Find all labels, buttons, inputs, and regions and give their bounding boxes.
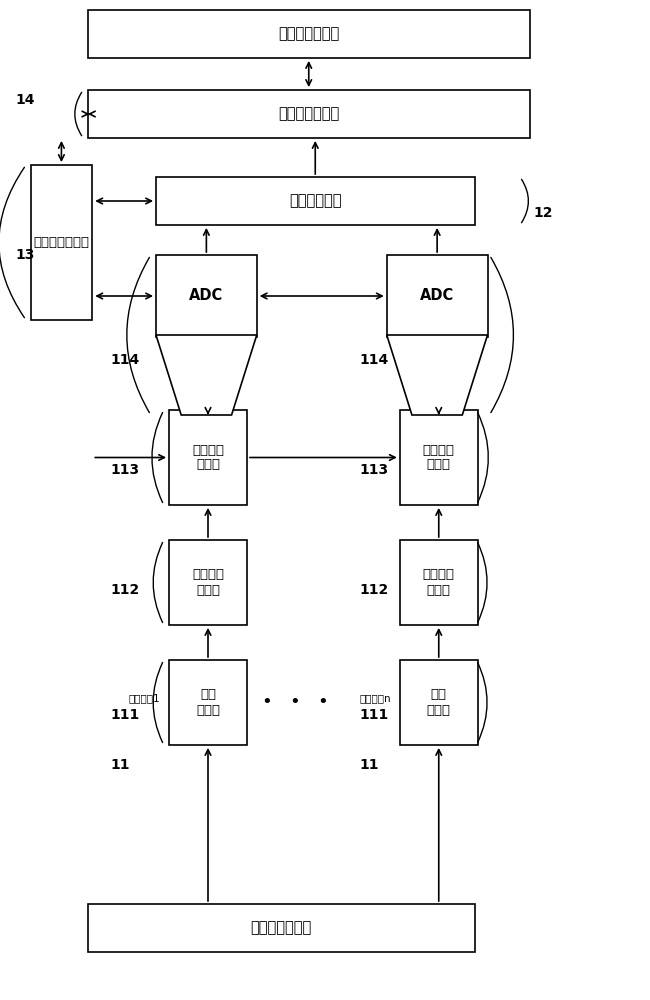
Text: 并行处理控制器: 并行处理控制器 (278, 26, 339, 41)
Polygon shape (156, 335, 257, 415)
Bar (400, 660, 478, 745)
Text: 111: 111 (111, 708, 140, 722)
Bar (156, 177, 474, 225)
Text: 114: 114 (359, 353, 389, 367)
Text: 11: 11 (359, 758, 379, 772)
Bar (387, 255, 488, 337)
Bar (169, 540, 247, 625)
Bar (400, 410, 478, 505)
Text: 114: 114 (111, 353, 140, 367)
Text: 程控增益
放大器: 程控增益 放大器 (192, 444, 224, 472)
Text: 12: 12 (533, 206, 552, 220)
Bar (31, 165, 92, 320)
Text: ADC: ADC (420, 288, 454, 303)
Text: 有源带通
滤波器: 有源带通 滤波器 (192, 568, 224, 596)
Bar (169, 410, 247, 505)
Text: 数据采集控制器: 数据采集控制器 (33, 236, 90, 249)
Text: 数据缓冲儲器: 数据缓冲儲器 (289, 194, 341, 209)
Text: 113: 113 (359, 463, 389, 477)
Text: 13: 13 (15, 248, 34, 262)
Bar (400, 540, 478, 625)
Text: 前置
放大器: 前置 放大器 (427, 688, 450, 716)
Text: 112: 112 (359, 583, 389, 597)
Bar (88, 10, 530, 58)
Text: •   •   •: • • • (263, 693, 329, 711)
Text: ADC: ADC (189, 288, 224, 303)
Text: 111: 111 (359, 708, 389, 722)
Bar (88, 90, 530, 138)
Text: 接收传感器阵列: 接收传感器阵列 (250, 920, 312, 936)
Text: 113: 113 (111, 463, 140, 477)
Text: 有源带通
滤波器: 有源带通 滤波器 (422, 568, 455, 596)
Polygon shape (387, 335, 488, 415)
Text: 112: 112 (111, 583, 140, 597)
Bar (156, 255, 257, 337)
Text: 信号通道n: 信号通道n (359, 693, 391, 703)
Text: 信号通道1: 信号通道1 (129, 693, 160, 703)
Text: 前置
放大器: 前置 放大器 (196, 688, 220, 716)
Bar (88, 904, 474, 952)
Text: 14: 14 (15, 93, 34, 107)
Text: 11: 11 (111, 758, 130, 772)
Text: 数据传输控制器: 数据传输控制器 (278, 106, 339, 121)
Bar (169, 660, 247, 745)
Text: 程控增益
放大器: 程控增益 放大器 (422, 444, 455, 472)
